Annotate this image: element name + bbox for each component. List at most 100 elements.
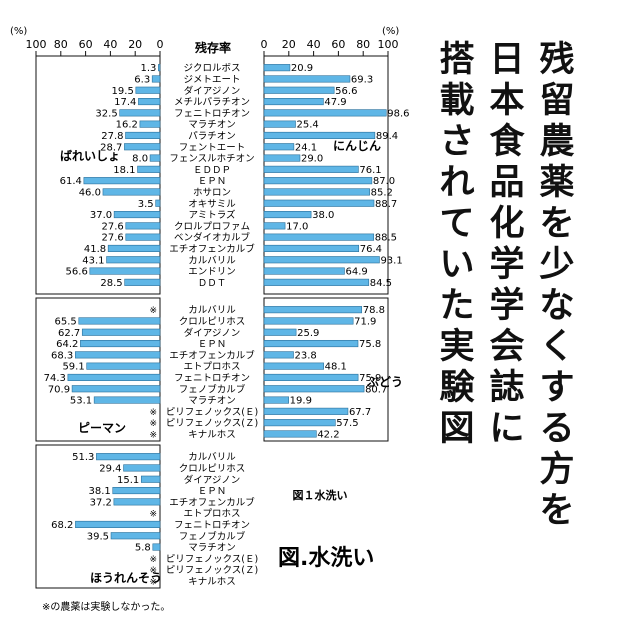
side-title-char: 会 [489, 327, 525, 367]
pesticide-label: フェントエート [179, 142, 246, 153]
left-bar [75, 520, 161, 529]
left-bar-value: 65.5 [55, 316, 77, 327]
pesticide-label: ダイアジノン [184, 85, 240, 97]
left-unit-label: (%) [10, 26, 27, 37]
right-bar-value: 57.5 [336, 418, 358, 429]
right-bar [263, 256, 380, 264]
side-title-char: 載 [439, 81, 475, 121]
side-title-line-3: 搭載されていた実験図 [432, 40, 482, 450]
side-title-char: く [539, 327, 575, 367]
right-bar-value: 69.3 [351, 74, 373, 85]
left-bar [138, 98, 161, 106]
pesticide-label: フェニトロチオン [174, 520, 250, 531]
left-bar [113, 498, 161, 506]
pesticide-label: カルバリル [188, 305, 236, 316]
side-title-char: 食 [489, 122, 525, 162]
right-bar [263, 244, 360, 252]
crop-label: ばれいしょ [60, 148, 120, 163]
chart-section: カルバリル 51.3 クロルピリホス 29.4 ダイアジノン 15.1 ＥＰＮ 38.1 エチオ… [35, 444, 258, 589]
side-title-char: 少 [539, 245, 575, 285]
pesticide-label: クロルピリホス [179, 463, 246, 474]
right-bar [263, 351, 294, 359]
right-bar [263, 317, 354, 325]
right-bar [263, 362, 324, 370]
right-bar-value: 88.5 [375, 233, 397, 244]
not-tested-mark: ※ [149, 510, 157, 520]
left-bar-value: 53.1 [70, 396, 92, 407]
side-title-char: い [439, 245, 475, 285]
right-bar-value: 23.8 [295, 350, 317, 361]
right-bar [263, 199, 375, 207]
left-bar [81, 328, 161, 336]
left-bar [137, 165, 161, 173]
right-tick-label: 0 [261, 38, 268, 51]
left-bar-value: 16.2 [116, 120, 138, 131]
left-bar-value: 27.8 [101, 131, 123, 142]
left-bar [125, 233, 161, 241]
left-tick-label: 100 [26, 38, 47, 51]
left-bar [86, 362, 161, 370]
side-title-char: す [539, 368, 575, 408]
left-bar-value: 15.1 [117, 475, 139, 486]
not-tested-mark: ※ [149, 419, 157, 429]
right-bar [263, 339, 359, 348]
footnote: ※の農薬は実験しなかった。 [42, 600, 170, 613]
pesticide-label: ピリフェノックス(Ｚ) [166, 565, 258, 576]
left-bar [83, 177, 161, 185]
left-bar [113, 211, 161, 219]
left-bar [107, 244, 161, 252]
pesticide-label: ＤＤＴ [198, 278, 227, 289]
right-bar-value: 29.0 [301, 154, 323, 165]
right-bar [263, 222, 286, 230]
pesticide-label: フェノブカルブ [179, 383, 246, 395]
left-panel-frame [35, 444, 161, 589]
left-axis-ticks: 100 80 60 40 20 0 [26, 38, 164, 56]
side-title-line-1: 残留農薬を少なくする方を [532, 40, 582, 532]
pesticide-label: ベンダイオカルブ [174, 232, 251, 244]
right-bar [263, 188, 370, 196]
side-title-char: た [439, 286, 475, 326]
side-title-char: 品 [489, 163, 525, 203]
pesticide-label: フェンスルホチオン [169, 154, 254, 165]
right-bar-value: 85.2 [371, 187, 393, 198]
right-bar [263, 278, 370, 286]
right-bar-value: 24.1 [295, 142, 317, 153]
pesticide-label: カルバリル [188, 255, 236, 266]
left-bar-value: 17.4 [114, 97, 136, 108]
right-bar [263, 165, 359, 173]
left-bar [155, 199, 161, 207]
crop-label: ほうれんそう [90, 571, 162, 585]
left-bar-value: 51.3 [72, 452, 94, 463]
pesticide-label: メチルパラチオン [174, 97, 250, 108]
left-bar-value: 61.4 [60, 176, 82, 187]
left-bar [124, 278, 161, 286]
pesticide-label: ダイアジノン [184, 474, 240, 486]
side-title-char: に [489, 409, 525, 449]
right-bar-value: 75.8 [359, 339, 381, 350]
right-bar [263, 177, 373, 185]
left-bar-value: 29.4 [99, 463, 121, 474]
pesticide-label: ＥＤＤＰ [193, 165, 231, 176]
left-bar [151, 75, 161, 83]
side-title-char: さ [439, 122, 475, 162]
left-bar [75, 351, 161, 359]
right-bar [263, 233, 375, 241]
left-bar-value: 39.5 [87, 531, 109, 542]
pesticide-label: ピリフェノックス(Ｚ) [166, 418, 258, 429]
left-bar [112, 486, 161, 495]
right-bar-value: 38.0 [312, 210, 334, 221]
left-bar-value: 38.1 [88, 486, 110, 497]
pesticide-label: ダイアジノン [184, 327, 240, 339]
left-bar [71, 385, 161, 393]
right-bar-value: 89.4 [376, 131, 398, 142]
right-bar [263, 75, 351, 83]
left-bar [102, 188, 161, 196]
right-bar-value: 76.1 [359, 165, 381, 176]
left-bar-value: 6.3 [134, 74, 150, 85]
side-title-char: を [539, 204, 575, 244]
pesticide-label: ジクロルボス [183, 63, 240, 74]
not-tested-mark: ※ [149, 430, 157, 440]
not-tested-mark: ※ [149, 408, 157, 418]
right-bar-value: 76.4 [360, 244, 382, 255]
left-bar-value: 43.1 [82, 255, 104, 266]
